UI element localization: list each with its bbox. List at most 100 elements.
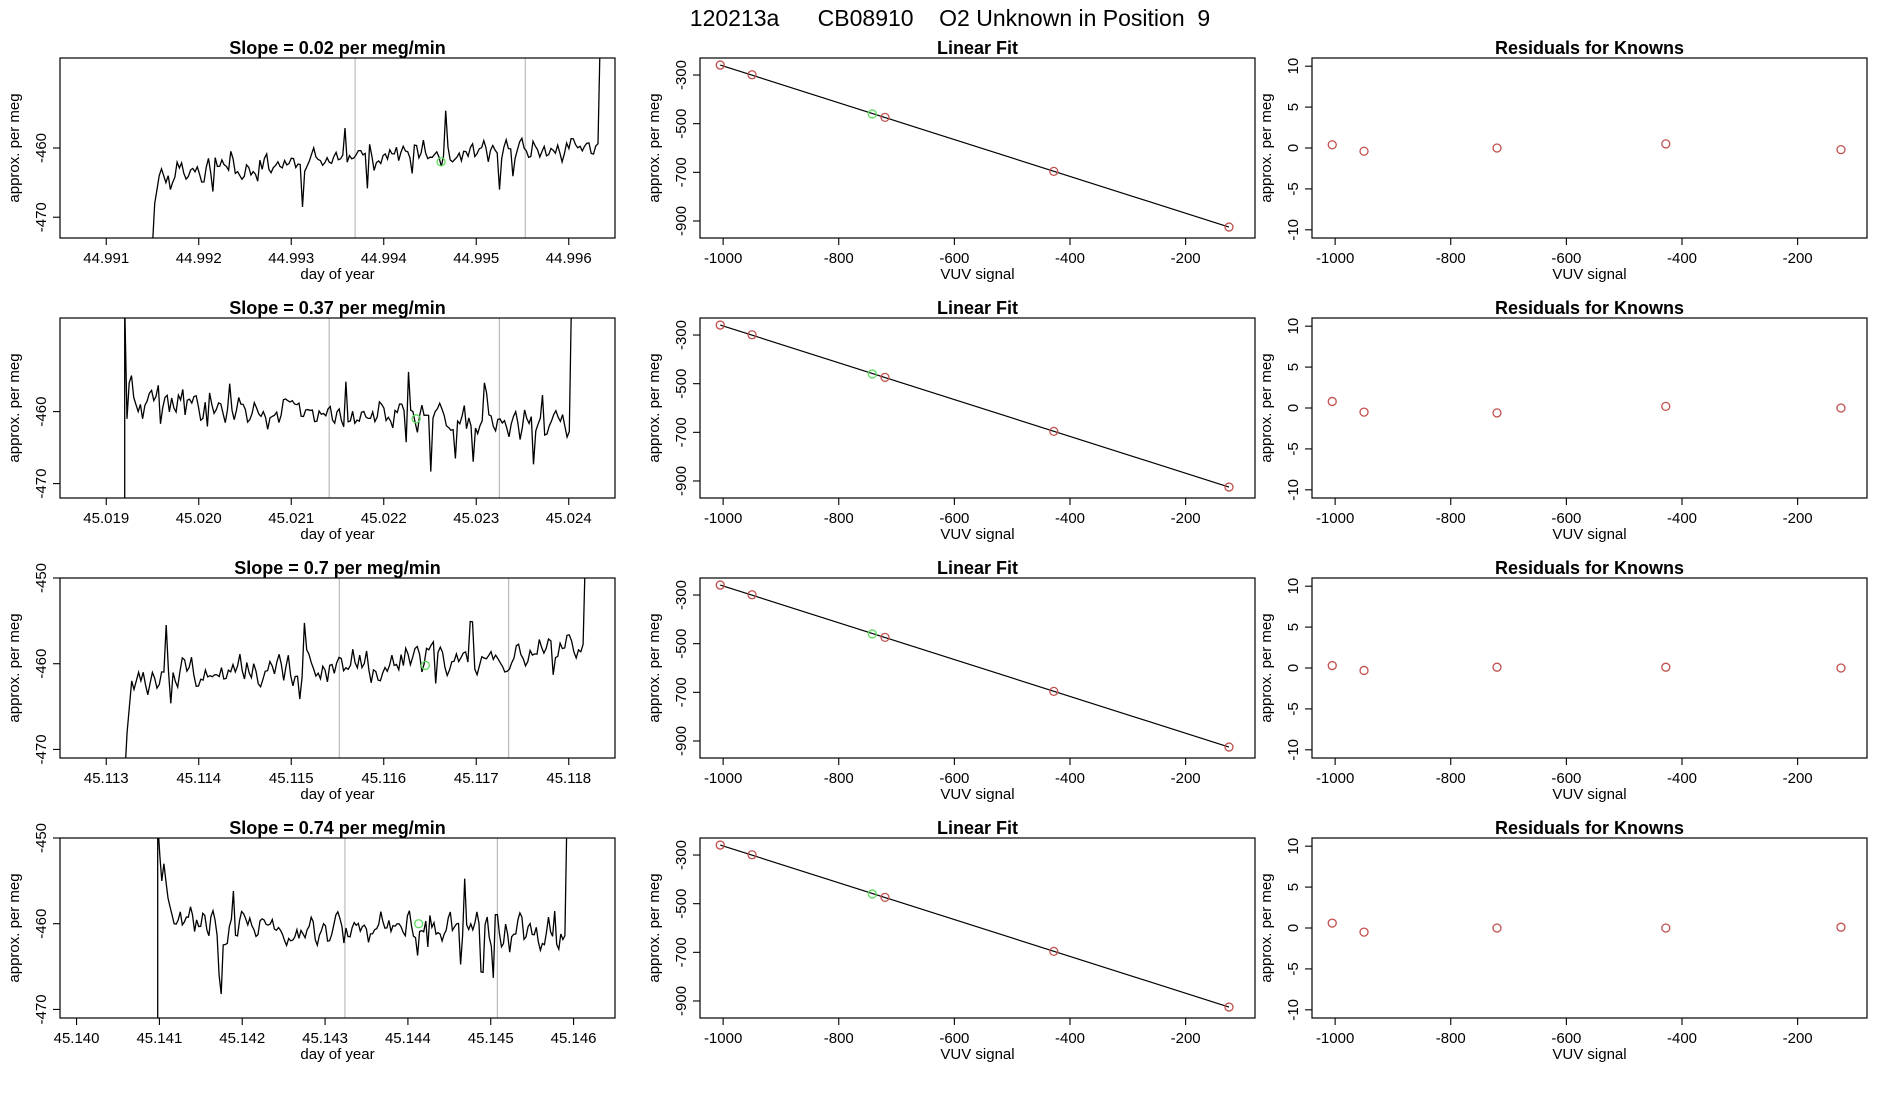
panel-title: Residuals for Knowns: [1495, 818, 1684, 838]
x-tick-label: 45.116: [361, 770, 406, 787]
panel-title: Residuals for Knowns: [1495, 558, 1684, 578]
y-tick-label: -900: [673, 986, 690, 1016]
fit-line: [720, 64, 1230, 228]
unknown-point: [436, 157, 446, 167]
x-axis-label: VUV signal: [1552, 1046, 1626, 1063]
known-point: [1836, 403, 1846, 413]
x-tick-label: 45.023: [453, 510, 499, 527]
x-tick-label: -600: [939, 510, 969, 527]
panel-title: Slope = 0.7 per meg/min: [234, 558, 441, 578]
known-point: [1224, 1002, 1234, 1012]
x-axis-label: day of year: [300, 786, 374, 803]
y-tick-label: -450: [33, 563, 50, 593]
plot-area: [125, 578, 586, 758]
panel-title: Linear Fit: [937, 558, 1018, 578]
x-tick-label: -200: [1783, 510, 1813, 527]
known-point: [715, 320, 725, 330]
x-axis-label: VUV signal: [1552, 526, 1626, 543]
x-tick-label: -400: [1055, 770, 1085, 787]
x-tick-label: -200: [1171, 510, 1201, 527]
known-point: [1492, 662, 1502, 672]
x-tick-label: -400: [1667, 1030, 1697, 1047]
y-axis-label: approx. per meg: [646, 613, 663, 722]
signal-trace: [157, 838, 568, 1018]
known-point: [747, 590, 757, 600]
y-tick-label: -500: [673, 889, 690, 919]
plot-area: [715, 60, 1234, 232]
y-tick-label: -900: [673, 466, 690, 496]
known-point: [747, 70, 757, 80]
panel-title: Linear Fit: [937, 818, 1018, 838]
y-tick-label: -470: [33, 994, 50, 1024]
x-tick-label: 45.113: [84, 770, 129, 787]
plot-frame: [1311, 577, 1868, 759]
x-tick-label: 45.145: [468, 1030, 514, 1047]
plot-frame: [59, 577, 616, 759]
panel-grid: Slope = 0.02 per meg/min 44.991 44.992 44.9…: [6, 38, 1868, 1063]
y-tick-label: 0: [1285, 404, 1302, 412]
known-point: [1661, 139, 1671, 149]
y-tick-label: -300: [673, 840, 690, 870]
y-tick-label: 0: [1285, 664, 1302, 672]
known-point: [715, 580, 725, 590]
y-axis-label: approx. per meg: [1258, 613, 1275, 722]
known-point: [1224, 222, 1234, 232]
known-point: [1224, 742, 1234, 752]
x-tick-label: -1000: [1316, 510, 1354, 527]
x-tick-label: 44.993: [268, 250, 314, 267]
y-tick-label: -5: [1285, 442, 1302, 455]
panel-4-2: Linear Fit -1000 -800 -600 -400 -200 -900 -700 -…: [646, 818, 1256, 1063]
y-tick-label: -460: [33, 397, 50, 427]
y-tick-label: -500: [673, 369, 690, 399]
known-point: [715, 60, 725, 70]
y-tick-label: -500: [673, 629, 690, 659]
y-tick-label: -700: [673, 677, 690, 707]
known-point: [1327, 918, 1337, 928]
x-tick-label: -1000: [1316, 770, 1354, 787]
known-point: [1049, 426, 1059, 437]
fit-line: [720, 844, 1230, 1008]
y-tick-label: 10: [1285, 318, 1302, 335]
x-tick-label: -800: [1436, 770, 1466, 787]
y-tick-label: 0: [1285, 144, 1302, 152]
x-tick-label: -400: [1055, 250, 1085, 267]
x-tick-label: -800: [824, 510, 854, 527]
plot-frame: [1311, 57, 1868, 239]
y-tick-label: -460: [33, 649, 50, 679]
known-point: [1661, 401, 1671, 412]
x-tick-label: -1000: [704, 1030, 742, 1047]
x-tick-label: -200: [1783, 250, 1813, 267]
known-point: [715, 840, 725, 850]
y-axis-label: approx. per meg: [6, 353, 23, 462]
y-axis-label: approx. per meg: [646, 353, 663, 462]
x-tick-label: 45.142: [219, 1030, 265, 1047]
known-point: [1359, 407, 1369, 417]
y-tick-label: -470: [33, 734, 50, 764]
x-tick-label: -1000: [1316, 250, 1354, 267]
x-tick-label: 44.991: [83, 250, 129, 267]
y-tick-label: -5: [1285, 702, 1302, 715]
plot-frame: [59, 317, 616, 499]
x-tick-label: -600: [939, 770, 969, 787]
x-axis-label: VUV signal: [940, 1046, 1014, 1063]
x-tick-label: -800: [824, 1030, 854, 1047]
known-point: [1661, 662, 1671, 672]
known-point: [1327, 396, 1337, 407]
x-axis-label: VUV signal: [1552, 266, 1626, 283]
y-tick-label: -700: [673, 937, 690, 967]
x-tick-label: 44.994: [361, 250, 407, 267]
x-tick-label: -600: [1551, 250, 1581, 267]
x-tick-label: 45.143: [302, 1030, 348, 1047]
x-tick-label: 44.992: [176, 250, 222, 267]
y-tick-label: 10: [1285, 578, 1302, 595]
known-point: [747, 330, 757, 340]
plot-area: [715, 840, 1234, 1012]
panel-2-2: Linear Fit -1000 -800 -600 -400 -200 -900 -700 -…: [646, 298, 1256, 543]
plot-frame: [59, 837, 616, 1019]
plot-area: [1327, 918, 1846, 937]
x-tick-label: -400: [1055, 1030, 1085, 1047]
x-tick-label: -800: [824, 250, 854, 267]
known-point: [747, 850, 757, 860]
x-tick-label: -1000: [1316, 1030, 1354, 1047]
